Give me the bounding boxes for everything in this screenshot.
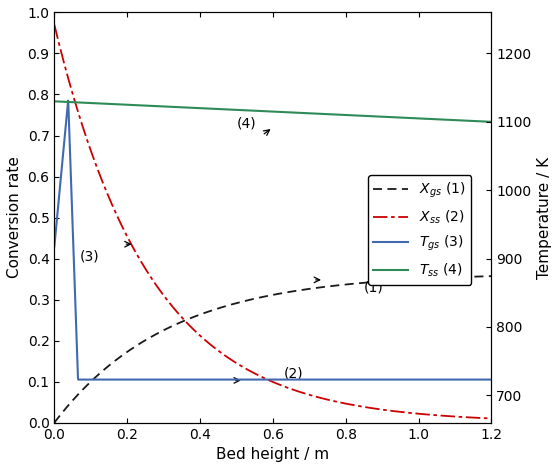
Text: (3): (3) [80, 250, 100, 264]
Text: (4): (4) [236, 117, 256, 131]
Text: (1): (1) [364, 280, 383, 294]
Text: (2): (2) [284, 366, 304, 380]
Legend: $X_{gs}$ (1), $X_{ss}$ (2), $T_{gs}$ (3), $T_{ss}$ (4): $X_{gs}$ (1), $X_{ss}$ (2), $T_{gs}$ (3)… [368, 175, 471, 285]
Y-axis label: Temperature / K: Temperature / K [537, 157, 552, 279]
X-axis label: Bed height / m: Bed height / m [216, 447, 329, 462]
Y-axis label: Conversion rate: Conversion rate [7, 157, 22, 279]
